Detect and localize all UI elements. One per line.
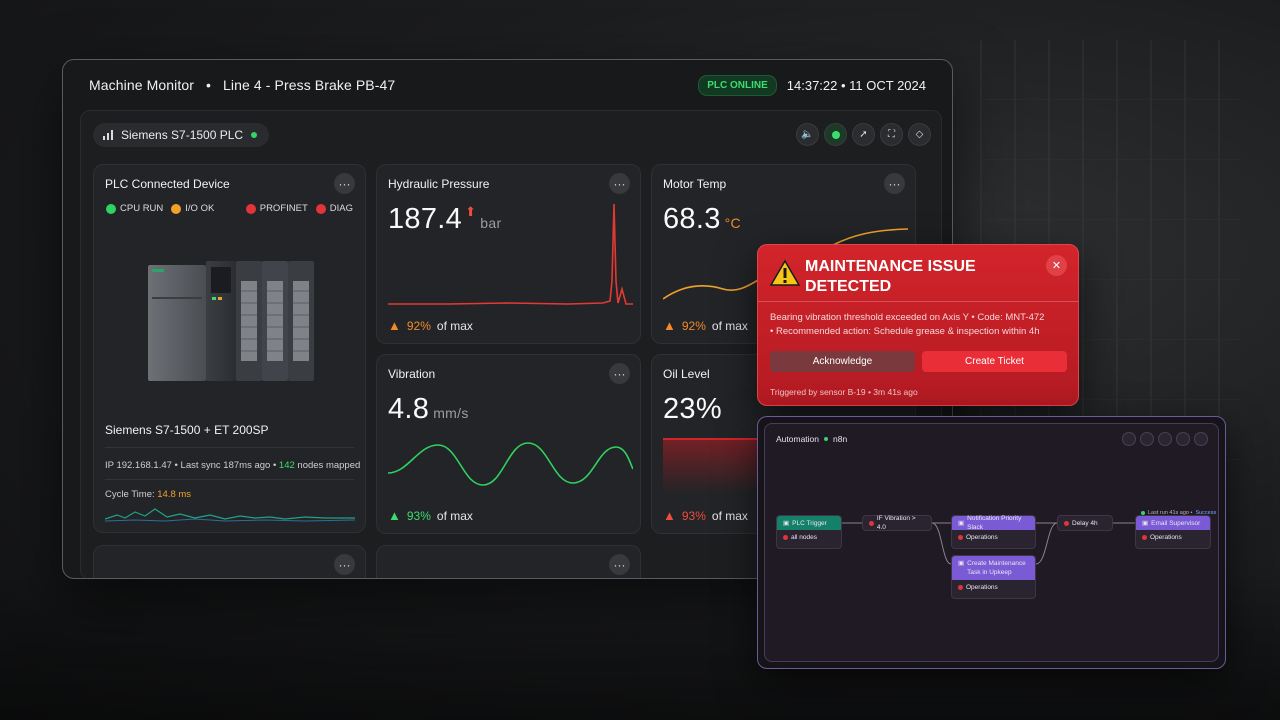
card-title: Hydraulic Pressure <box>388 177 490 191</box>
connected-indicator <box>251 132 258 138</box>
node-email-supervisor[interactable]: ▣ Email Supervisor Operations <box>1135 515 1211 549</box>
node-plc-trigger[interactable]: ▣ PLC Trigger all nodes <box>776 515 842 549</box>
automation-canvas: Automation n8n Last run 41s ago • Success … <box>764 423 1219 662</box>
vibration-card: Vibration ··· 4.8 mm/s ▲ 93% of max <box>376 354 641 534</box>
plc-status-row: CPU RUN I/O OK <box>106 203 214 214</box>
zoom-out-icon[interactable] <box>1122 432 1136 446</box>
alert-title: MAINTENANCE ISSUE DETECTED <box>805 258 976 295</box>
launch-icon[interactable]: ➚ <box>852 123 875 146</box>
motor-temp-value: 68.3 °C <box>663 203 741 235</box>
status-io-ok: I/O OK <box>171 203 214 214</box>
alert-body: Bearing vibration threshold exceeded on … <box>770 312 1045 337</box>
more-icon[interactable]: ··· <box>884 173 905 194</box>
card-title: Motor Temp <box>663 177 727 191</box>
more-icon[interactable]: ··· <box>334 173 355 194</box>
more-icon[interactable]: ··· <box>334 554 355 575</box>
plc-online-badge: PLC ONLINE <box>698 74 777 96</box>
warning-icon <box>770 259 800 286</box>
alert-footer: Triggered by sensor B-19 • 3m 41s ago <box>770 387 918 397</box>
pressure-chart <box>388 203 633 305</box>
partial-card: ··· <box>93 545 366 578</box>
expand-icon[interactable]: ⛶ <box>880 123 903 146</box>
window-header: Machine Monitor • Line 4 - Press Brake P… <box>63 60 952 110</box>
signal-icon <box>103 130 113 140</box>
automation-panel: Automation n8n Last run 41s ago • Success … <box>757 416 1226 669</box>
motor-temp-footer: ▲ 92% of max <box>663 318 748 333</box>
device-selector[interactable]: Siemens S7-1500 PLC <box>93 123 270 147</box>
alert-icon[interactable]: ◇ <box>908 123 931 146</box>
trend-up-icon: ⬆ <box>465 204 477 219</box>
plc-hardware-image <box>148 261 314 381</box>
card-title: Oil Level <box>663 367 710 381</box>
vibration-chart <box>388 442 633 486</box>
divider <box>758 301 1078 302</box>
oil-level-value: 23% <box>663 393 722 425</box>
divider <box>105 479 354 480</box>
warning-icon: ▲ <box>388 508 401 523</box>
plc-device-card: PLC Connected Device ··· CPU RUN I/O OK … <box>93 164 366 533</box>
close-icon[interactable]: ✕ <box>1046 255 1067 276</box>
plc-status-row-right: PROFINET DIAG <box>245 203 353 214</box>
node-delay[interactable]: Delay 4h <box>1057 515 1113 531</box>
node-create-maintenance-task[interactable]: ▣ Create Maintenance Task in Upkeep Opera… <box>951 555 1036 599</box>
oil-level-footer: ▲ 93% of max <box>663 508 748 523</box>
more-icon[interactable]: ··· <box>609 363 630 384</box>
partial-card: ··· <box>376 545 641 578</box>
vibration-unit: mm/s <box>433 405 469 421</box>
more-icon[interactable] <box>1194 432 1208 446</box>
warning-icon: ▲ <box>663 318 676 333</box>
title-separator: • <box>206 77 212 93</box>
pressure-footer: ▲ 92% of max <box>388 318 473 333</box>
card-title: PLC Connected Device <box>105 177 230 191</box>
pressure-unit: bar <box>480 215 502 231</box>
vibration-value: 4.8 mm/s <box>388 393 469 425</box>
maintenance-alert-dialog: MAINTENANCE ISSUE DETECTED ✕ Bearing vib… <box>757 244 1079 406</box>
workflow-connections <box>842 522 1135 565</box>
timestamp: 14:37:22 • 11 OCT 2024 <box>786 77 926 93</box>
hydraulic-pressure-card: Hydraulic Pressure ··· 187.4 ⬆bar ▲ 92% of … <box>376 164 641 344</box>
fit-icon[interactable] <box>1158 432 1172 446</box>
device-info-line: IP 192.168.1.47 • Last sync 187ms ago • … <box>105 460 361 471</box>
zoom-in-icon[interactable] <box>1140 432 1154 446</box>
pressure-value: 187.4 ⬆bar <box>388 203 502 235</box>
cycle-time-sparkline <box>105 508 355 522</box>
warning-icon: ▲ <box>663 508 676 523</box>
vibration-footer: ▲ 93% of max <box>388 508 473 523</box>
more-icon[interactable]: ··· <box>609 173 630 194</box>
status-diag: DIAG <box>315 203 353 214</box>
create-ticket-button[interactable]: Create Ticket <box>922 351 1067 372</box>
more-icon[interactable]: ··· <box>609 554 630 575</box>
acknowledge-button[interactable]: Acknowledge <box>770 351 915 372</box>
device-selector-label: Siemens S7-1500 PLC <box>121 128 244 142</box>
node-notification-slack[interactable]: ▣ Notification Priority Slack Operations <box>951 515 1036 549</box>
window-title: Machine Monitor • Line 4 - Press Brake P… <box>89 77 395 93</box>
automation-toolbar <box>1122 432 1208 446</box>
warning-icon: ▲ <box>388 318 401 333</box>
sound-icon[interactable]: 🔈 <box>796 123 819 146</box>
last-run-indicator: Last run 41s ago • Success <box>1141 510 1216 516</box>
node-if-vibration[interactable]: IF Vibration > 4.0 <box>862 515 932 531</box>
machine-name: Line 4 - Press Brake PB-47 <box>223 77 396 93</box>
toolbar: 🔈 ➚ ⛶ ◇ <box>796 123 931 146</box>
app-name: Machine Monitor <box>89 77 194 93</box>
status-profinet: PROFINET <box>245 203 308 214</box>
temp-unit: °C <box>724 215 741 231</box>
automation-title: Automation n8n <box>776 434 848 444</box>
divider <box>105 447 354 448</box>
live-status-button[interactable] <box>824 123 847 146</box>
status-cpu-run: CPU RUN <box>106 203 163 214</box>
device-name: Siemens S7-1500 + ET 200SP <box>105 423 269 437</box>
cycle-time: Cycle Time: 14.8 ms <box>105 489 192 500</box>
settings-icon[interactable] <box>1176 432 1190 446</box>
card-title: Vibration <box>388 367 436 381</box>
